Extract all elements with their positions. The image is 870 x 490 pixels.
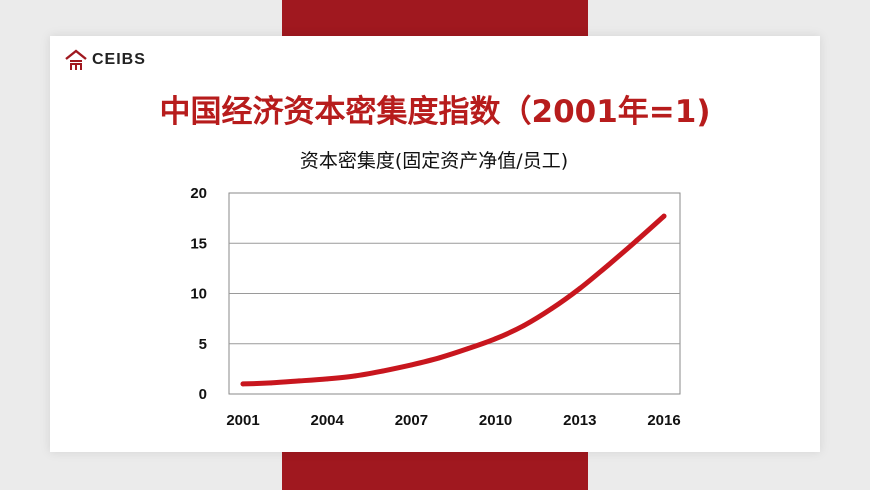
chart-title: 资本密集度(固定资产净值/员工) — [300, 150, 568, 172]
x-tick-label: 2004 — [311, 412, 345, 429]
data-point — [437, 355, 442, 361]
y-tick-label: 20 — [190, 185, 207, 202]
data-point — [577, 286, 583, 291]
data-point — [324, 376, 330, 382]
gridlines — [229, 242, 680, 345]
logo-text: CEIBS — [92, 51, 146, 68]
data-point — [521, 323, 527, 329]
y-tick-label: 0 — [199, 386, 207, 403]
x-tick-label: 2010 — [479, 412, 512, 429]
data-point — [296, 378, 302, 384]
data-point — [380, 368, 386, 374]
data-point — [605, 263, 611, 268]
ceibs-logo: CEIBS — [64, 48, 146, 72]
y-tick-label: 15 — [190, 235, 207, 252]
data-point — [493, 336, 498, 342]
x-tick-label: 2001 — [226, 412, 259, 429]
data-point — [549, 306, 555, 311]
x-tick-label: 2013 — [563, 412, 596, 429]
data-point — [352, 373, 358, 379]
data-point — [268, 380, 274, 386]
y-tick-label: 10 — [190, 286, 207, 303]
bottom-accent-bar — [282, 452, 588, 490]
slide: CEIBS 中国经济资本密集度指数（2001年=1) — [50, 36, 820, 452]
series-group — [240, 213, 667, 387]
series-line — [240, 213, 667, 387]
top-accent-bar — [282, 0, 588, 36]
x-tick-label: 2016 — [647, 412, 680, 429]
data-point — [633, 238, 639, 244]
y-axis-ticks: 0 5 10 15 20 — [190, 185, 207, 403]
ceibs-logo-icon — [65, 49, 87, 70]
x-tick-label: 2007 — [395, 412, 428, 429]
x-axis-ticks: 2001 2004 2007 2010 2013 2016 — [226, 412, 680, 429]
data-point — [465, 346, 470, 352]
page-title: 中国经济资本密集度指数（2001年=1) — [159, 94, 711, 130]
data-point — [409, 362, 414, 368]
data-point — [240, 381, 246, 387]
data-point — [661, 213, 667, 219]
y-tick-label: 5 — [199, 336, 207, 353]
